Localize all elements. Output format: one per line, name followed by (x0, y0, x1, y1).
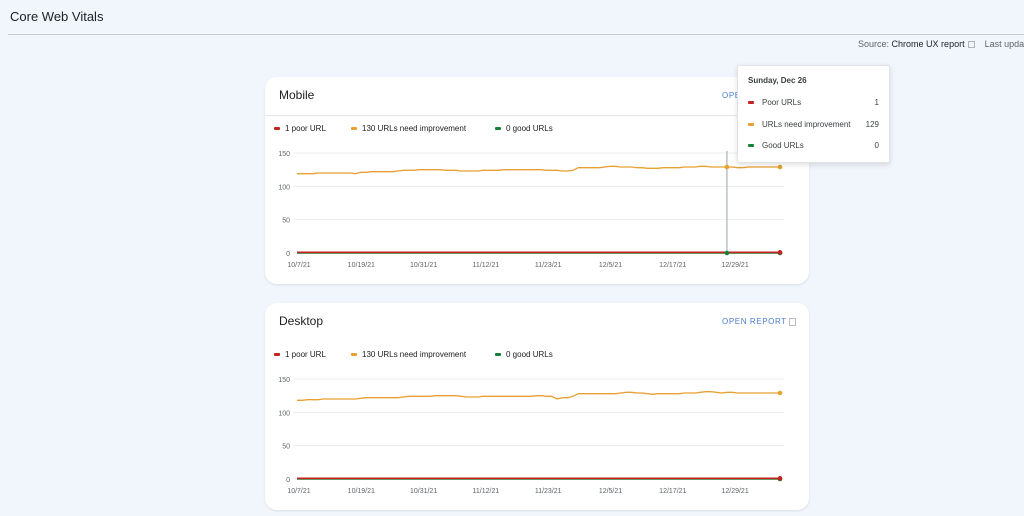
x-tick-label: 11/23/21 (535, 488, 562, 495)
mobile-line-chart[interactable]: 0 50 100 150 10/7/21 10/19/21 10/31/21 11/12/21… (265, 77, 809, 284)
external-link-icon (788, 317, 796, 326)
y-tick-label: 150 (278, 151, 290, 158)
legend-swatch-improvement (351, 353, 357, 357)
legend-label-good: 0 good URLs (506, 124, 553, 133)
legend-swatch-good (495, 127, 501, 131)
legend-label-improvement: 130 URLs need improvement (362, 124, 467, 133)
source-label: Source: (858, 39, 890, 49)
tooltip-row-good: Good URLs 0 (748, 141, 879, 151)
legend-swatch-poor (274, 353, 280, 357)
legend-item-improvement[interactable]: 130 URLs need improvement (351, 350, 466, 359)
x-tick-label: 12/5/21 (599, 488, 622, 495)
legend-label-poor: 1 poor URL (285, 350, 326, 359)
end-point-poor (777, 250, 783, 255)
legend-label-good: 0 good URLs (506, 350, 553, 359)
desktop-card: Desktop OPEN REPORT 1 poor URL 130 URLs … (265, 303, 809, 510)
hover-point-improvement (724, 164, 730, 170)
tooltip-value: 1 (874, 98, 879, 107)
x-tick-label: 10/7/21 (287, 488, 310, 495)
legend-swatch-improvement (351, 127, 357, 131)
tooltip-label: Good URLs (762, 141, 804, 150)
x-tick-label: 10/19/21 (348, 488, 375, 495)
card-title-desktop: Desktop (279, 314, 324, 328)
x-tick-label: 11/12/21 (473, 488, 500, 495)
x-tick-label: 12/17/21 (659, 488, 686, 495)
y-tick-label: 0 (286, 251, 290, 258)
desktop-line-chart[interactable]: 0 50 100 150 10/7/21 10/19/21 10/31/21 11/12/21… (265, 303, 809, 510)
legend-label-poor: 1 poor URL (285, 124, 326, 133)
last-updated-label: Last upda (984, 39, 1024, 49)
x-tick-label: 11/23/21 (535, 262, 562, 269)
tooltip-label: URLs need improvement (762, 120, 851, 129)
open-report-label: OPEN REPORT (722, 317, 787, 326)
tooltip-swatch-good (748, 144, 754, 148)
open-report-button-desktop[interactable]: OPEN REPORT (722, 317, 796, 326)
x-tick-label: 12/29/21 (721, 262, 748, 269)
y-tick-label: 0 (286, 477, 290, 484)
series-line-improvement (297, 165, 780, 175)
hover-point-good (724, 250, 730, 256)
page-title: Core Web Vitals (10, 9, 104, 24)
legend-item-good[interactable]: 0 good URLs (495, 350, 553, 359)
x-tick-label: 10/31/21 (410, 262, 437, 269)
tooltip-row-improvement: URLs need improvement 129 (748, 120, 879, 130)
y-tick-label: 50 (282, 444, 290, 451)
open-report-button-mobile[interactable]: OPEN (722, 91, 747, 100)
legend-swatch-poor (274, 127, 280, 131)
end-point-improvement (777, 390, 783, 396)
legend-desktop: 1 poor URL 130 URLs need improvement 0 g… (274, 350, 674, 362)
y-tick-label: 150 (278, 377, 290, 384)
legend-item-poor[interactable]: 1 poor URL (274, 124, 326, 133)
x-tick-label: 12/5/21 (599, 262, 622, 269)
y-tick-label: 100 (278, 184, 290, 191)
y-tick-label: 100 (278, 410, 290, 417)
open-report-label: OPEN (722, 91, 748, 100)
external-link-icon[interactable] (967, 41, 975, 49)
y-tick-label: 50 (282, 218, 290, 225)
source-link[interactable]: Chrome UX report (891, 39, 965, 49)
title-divider (8, 34, 1024, 35)
mobile-card: Mobile OPEN 1 poor URL 130 URLs need imp… (265, 77, 809, 284)
tooltip-value: 0 (874, 141, 879, 150)
card-divider (265, 115, 809, 116)
x-tick-label: 10/7/21 (287, 262, 310, 269)
legend-item-improvement[interactable]: 130 URLs need improvement (351, 124, 466, 133)
end-point-poor (777, 476, 783, 481)
series-line-improvement (297, 391, 780, 401)
tooltip-swatch-improvement (748, 123, 754, 127)
tooltip-value: 129 (865, 120, 879, 129)
x-tick-label: 10/31/21 (410, 488, 437, 495)
legend-item-good[interactable]: 0 good URLs (495, 124, 553, 133)
x-tick-label: 12/17/21 (659, 262, 686, 269)
tooltip-row-poor: Poor URLs 1 (748, 98, 879, 108)
chart-tooltip: Sunday, Dec 26 Poor URLs 1 URLs need imp… (737, 65, 890, 163)
tooltip-swatch-poor (748, 101, 754, 105)
tooltip-title: Sunday, Dec 26 (748, 76, 807, 85)
x-tick-label: 11/12/21 (473, 262, 500, 269)
legend-swatch-good (495, 353, 501, 357)
card-title-mobile: Mobile (279, 88, 315, 102)
x-tick-label: 12/29/21 (721, 488, 748, 495)
legend-item-poor[interactable]: 1 poor URL (274, 350, 326, 359)
x-tick-label: 10/19/21 (348, 262, 375, 269)
source-line: Source: Chrome UX report Last upda (858, 39, 1024, 49)
legend-mobile: 1 poor URL 130 URLs need improvement 0 g… (274, 124, 674, 136)
tooltip-label: Poor URLs (762, 98, 802, 107)
legend-label-improvement: 130 URLs need improvement (362, 350, 467, 359)
end-point-improvement (777, 164, 783, 170)
